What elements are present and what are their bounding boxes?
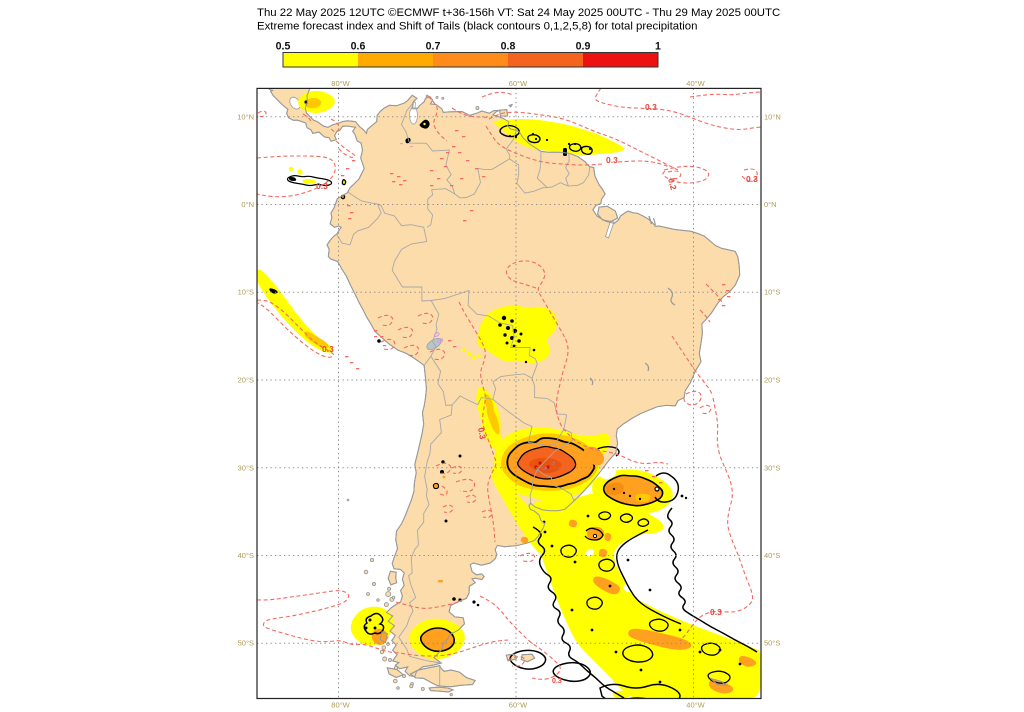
svg-text:50°S: 50°S bbox=[764, 639, 780, 648]
svg-text:0.6: 0.6 bbox=[351, 41, 366, 53]
svg-text:40°S: 40°S bbox=[238, 551, 254, 560]
svg-text:0.3: 0.3 bbox=[606, 155, 618, 165]
svg-text:80°W: 80°W bbox=[331, 701, 350, 710]
svg-text:30°S: 30°S bbox=[764, 463, 780, 472]
svg-text:0°N: 0°N bbox=[241, 200, 254, 209]
svg-text:0.3: 0.3 bbox=[322, 344, 334, 354]
svg-text:10°N: 10°N bbox=[764, 112, 781, 121]
svg-text:10°S: 10°S bbox=[764, 288, 780, 297]
svg-text:40°S: 40°S bbox=[764, 551, 780, 560]
svg-text:20°S: 20°S bbox=[238, 376, 254, 385]
svg-text:2: 2 bbox=[542, 466, 548, 473]
svg-text:0.3: 0.3 bbox=[710, 607, 722, 617]
svg-text:Extreme forecast index and Shi: Extreme forecast index and Shift of Tail… bbox=[257, 20, 697, 32]
svg-text:Thu 22 May 2025 12UTC ©ECMWF t: Thu 22 May 2025 12UTC ©ECMWF t+36-156h V… bbox=[257, 7, 780, 19]
svg-text:40°W: 40°W bbox=[686, 79, 705, 88]
svg-text:40°W: 40°W bbox=[686, 701, 705, 710]
svg-text:0.2: 0.2 bbox=[666, 177, 679, 191]
svg-text:0.5: 0.5 bbox=[276, 41, 291, 53]
svg-text:30°S: 30°S bbox=[238, 463, 254, 472]
svg-text:0°N: 0°N bbox=[764, 200, 777, 209]
svg-text:80°W: 80°W bbox=[331, 79, 350, 88]
svg-text:60°W: 60°W bbox=[509, 79, 528, 88]
svg-text:0.9: 0.9 bbox=[576, 41, 591, 53]
svg-text:0.3: 0.3 bbox=[552, 678, 562, 685]
svg-text:5: 5 bbox=[550, 461, 556, 468]
svg-text:10°S: 10°S bbox=[238, 288, 254, 297]
svg-text:20°S: 20°S bbox=[764, 376, 780, 385]
svg-text:0.3: 0.3 bbox=[476, 427, 488, 441]
svg-text:60°W: 60°W bbox=[509, 701, 528, 710]
svg-text:50°S: 50°S bbox=[238, 639, 254, 648]
svg-text:1: 1 bbox=[655, 41, 661, 53]
svg-text:0.8: 0.8 bbox=[501, 41, 516, 53]
svg-text:0.3: 0.3 bbox=[316, 181, 328, 191]
svg-text:0.3: 0.3 bbox=[746, 174, 758, 184]
svg-text:10°N: 10°N bbox=[237, 112, 254, 121]
svg-text:0.7: 0.7 bbox=[426, 41, 441, 53]
svg-text:0.3: 0.3 bbox=[645, 102, 657, 112]
